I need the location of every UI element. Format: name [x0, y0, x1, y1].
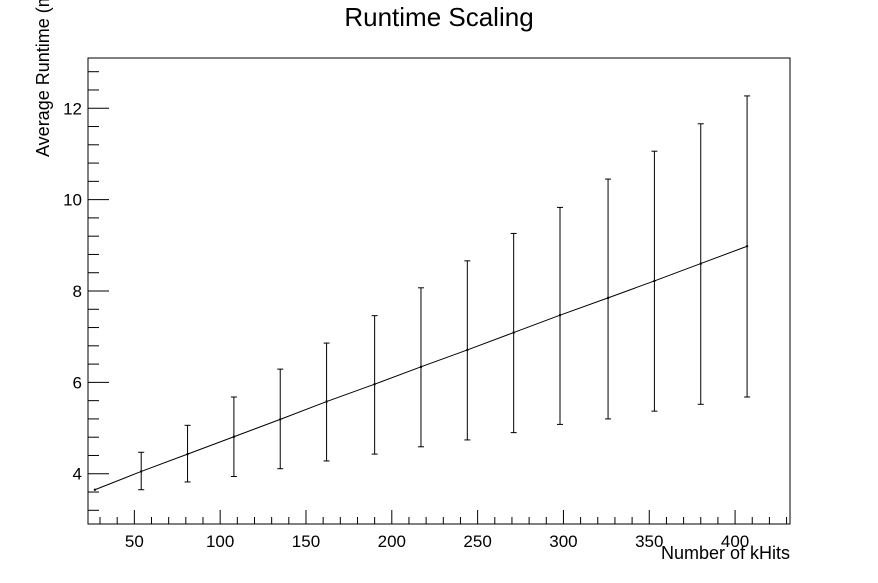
error-bars	[138, 95, 751, 491]
y-axis: 4 6 8 10 12	[63, 71, 109, 511]
data-point	[373, 383, 376, 386]
x-tick-label: 250	[463, 532, 491, 551]
data-point	[699, 262, 702, 265]
x-tick-label: 150	[292, 532, 320, 551]
x-tick-label: 300	[549, 532, 577, 551]
y-tick-label: 6	[73, 373, 82, 392]
y-tick-label: 12	[63, 99, 82, 118]
chart-title: Runtime Scaling	[344, 2, 534, 32]
y-tick-label: 4	[73, 465, 82, 484]
x-axis: 50 100 150 200 250 300 350 400	[99, 510, 788, 551]
data-point	[232, 435, 235, 438]
data-point	[466, 348, 469, 351]
data-point	[512, 331, 515, 334]
y-tick-label: 10	[63, 191, 82, 210]
x-tick-label: 200	[378, 532, 406, 551]
x-tick-label: 100	[206, 532, 234, 551]
x-tick-label: 50	[125, 532, 144, 551]
data-point	[279, 418, 282, 421]
plot-frame	[87, 57, 791, 525]
y-axis-label: Average Runtime (ms)	[33, 0, 53, 157]
data-points	[93, 245, 749, 491]
data-point	[186, 453, 189, 456]
y-tick-label: 8	[73, 282, 82, 301]
data-point	[653, 279, 656, 282]
data-point	[325, 400, 328, 403]
x-tick-label: 400	[721, 532, 749, 551]
x-axis-label: Number of kHits	[660, 543, 790, 563]
data-point	[93, 488, 96, 491]
x-tick-label: 350	[635, 532, 663, 551]
data-point	[746, 245, 749, 248]
data-point	[607, 296, 610, 299]
data-point	[140, 470, 143, 473]
data-point	[559, 314, 562, 317]
data-point	[419, 365, 422, 368]
